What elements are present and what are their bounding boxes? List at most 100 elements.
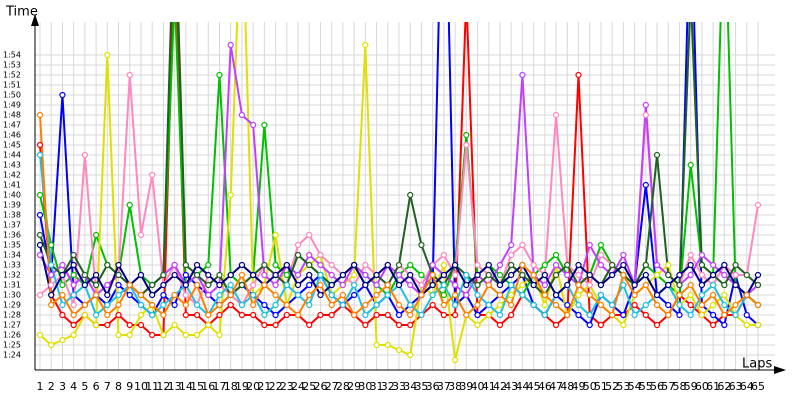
x-tick-label: 45 [527, 380, 541, 393]
data-point [564, 271, 571, 279]
data-point [227, 291, 234, 299]
x-tick-label: 19 [235, 380, 249, 393]
data-point [541, 301, 548, 309]
data-point [564, 261, 571, 269]
data-point [137, 301, 145, 309]
x-tick-label: 4 [70, 380, 77, 393]
x-tick-label: 55 [639, 380, 653, 393]
data-point [115, 301, 122, 309]
x-tick-label: 52 [605, 380, 619, 393]
data-point [597, 261, 605, 269]
y-tick-label: 1:35 [3, 241, 21, 250]
data-point [743, 291, 750, 299]
data-point [362, 311, 369, 319]
data-point [294, 291, 302, 299]
data-point [676, 301, 683, 309]
data-point [463, 281, 470, 289]
data-point [81, 271, 88, 279]
data-point [317, 261, 324, 269]
data-point [519, 71, 526, 79]
data-point [732, 301, 739, 309]
data-point [272, 311, 279, 319]
data-point [261, 261, 268, 269]
data-point [676, 291, 683, 299]
data-point [541, 271, 548, 279]
data-point [306, 231, 313, 239]
data-point [182, 261, 189, 269]
data-point [137, 291, 145, 299]
data-point [294, 241, 302, 249]
data-point [149, 171, 156, 179]
data-point [418, 271, 425, 279]
data-point [710, 281, 717, 289]
data-point [160, 291, 167, 299]
data-point [328, 291, 335, 299]
data-point [182, 281, 189, 289]
data-point [193, 261, 201, 269]
data-point [339, 281, 347, 289]
data-point [216, 281, 223, 289]
data-point [171, 291, 178, 299]
data-point [48, 271, 55, 279]
data-point [440, 301, 447, 309]
data-point [418, 311, 425, 319]
data-point [496, 271, 504, 279]
data-point [597, 241, 605, 249]
data-point [216, 311, 223, 319]
data-point [642, 111, 649, 119]
data-point [474, 271, 481, 279]
y-tick-label: 1:53 [3, 61, 21, 70]
data-point [182, 311, 189, 319]
x-tick-label: 47 [549, 380, 563, 393]
x-tick-label: 22 [269, 380, 283, 393]
x-tick-label: 9 [126, 380, 133, 393]
data-point [575, 311, 582, 319]
x-tick-label: 18 [224, 380, 238, 393]
data-point [698, 271, 706, 279]
x-tick-label: 13 [168, 380, 182, 393]
data-point [552, 301, 560, 309]
y-tick-label: 1:47 [3, 121, 21, 130]
data-point [182, 331, 189, 339]
data-point [48, 281, 55, 289]
data-point [407, 311, 414, 319]
data-point [193, 301, 201, 309]
x-tick-label: 5 [81, 380, 88, 393]
data-point [250, 311, 257, 319]
data-point [227, 41, 234, 49]
x-tick-label: 27 [325, 380, 339, 393]
data-point [508, 251, 515, 259]
data-point [205, 291, 212, 299]
data-point [193, 271, 201, 279]
data-point [160, 271, 167, 279]
data-point [687, 251, 694, 259]
x-tick-label: 14 [179, 380, 193, 393]
y-tick-label: 1:52 [3, 71, 21, 80]
data-point [283, 261, 290, 269]
data-point [70, 311, 77, 319]
data-point [261, 271, 268, 279]
data-point [407, 321, 414, 329]
plot-area [36, 22, 762, 364]
data-point [373, 281, 380, 289]
x-tick-label: 35 [414, 380, 428, 393]
y-tick-label: 1:46 [3, 131, 21, 140]
data-point [552, 291, 560, 299]
data-point [362, 301, 369, 309]
data-point [586, 291, 593, 299]
data-point [541, 291, 548, 299]
data-point [137, 321, 145, 329]
data-point [250, 291, 257, 299]
data-point [698, 281, 706, 289]
data-point [620, 251, 627, 259]
data-point [541, 311, 548, 319]
data-point [631, 311, 638, 319]
data-point [564, 301, 571, 309]
data-point [721, 291, 728, 299]
data-point [216, 71, 223, 79]
tick-labels: 1:241:251:261:271:281:291:301:311:321:33… [3, 51, 765, 394]
x-tick-label: 41 [482, 380, 496, 393]
x-axis-arrow [774, 366, 786, 374]
x-tick-label: 63 [729, 380, 743, 393]
data-point [519, 241, 526, 249]
